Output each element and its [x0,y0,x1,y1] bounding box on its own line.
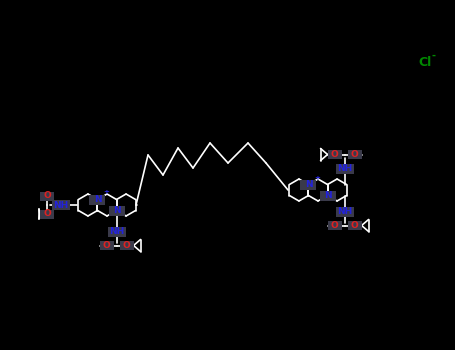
Bar [328,150,342,159]
Bar [40,210,54,218]
Text: O: O [331,221,339,230]
Bar [100,241,114,250]
Bar [109,205,125,216]
Bar [336,163,354,174]
Text: N: N [305,180,312,189]
Bar [120,241,133,250]
Text: O: O [43,210,51,218]
Text: O: O [123,241,131,250]
Text: N: N [324,191,331,200]
Bar [328,221,342,230]
Bar [336,206,354,217]
Bar [319,190,335,201]
Text: O: O [43,191,51,201]
Text: O: O [351,221,359,230]
Bar [348,221,362,230]
Text: O: O [351,150,359,159]
Text: +: + [104,189,109,196]
Bar [348,150,362,159]
Bar [52,200,70,210]
Text: NH: NH [53,201,69,210]
Text: NH: NH [109,227,124,236]
Text: O: O [331,150,339,159]
Text: N: N [113,206,120,215]
Bar [300,180,317,189]
Bar [107,226,126,237]
Text: NH: NH [337,207,352,216]
Bar [40,191,54,201]
Text: N: N [94,195,101,204]
Text: -: - [432,51,436,61]
Text: NH: NH [337,164,352,173]
Text: O: O [103,241,111,250]
Bar [90,195,106,204]
Text: +: + [314,175,320,181]
Text: Cl: Cl [419,56,432,69]
